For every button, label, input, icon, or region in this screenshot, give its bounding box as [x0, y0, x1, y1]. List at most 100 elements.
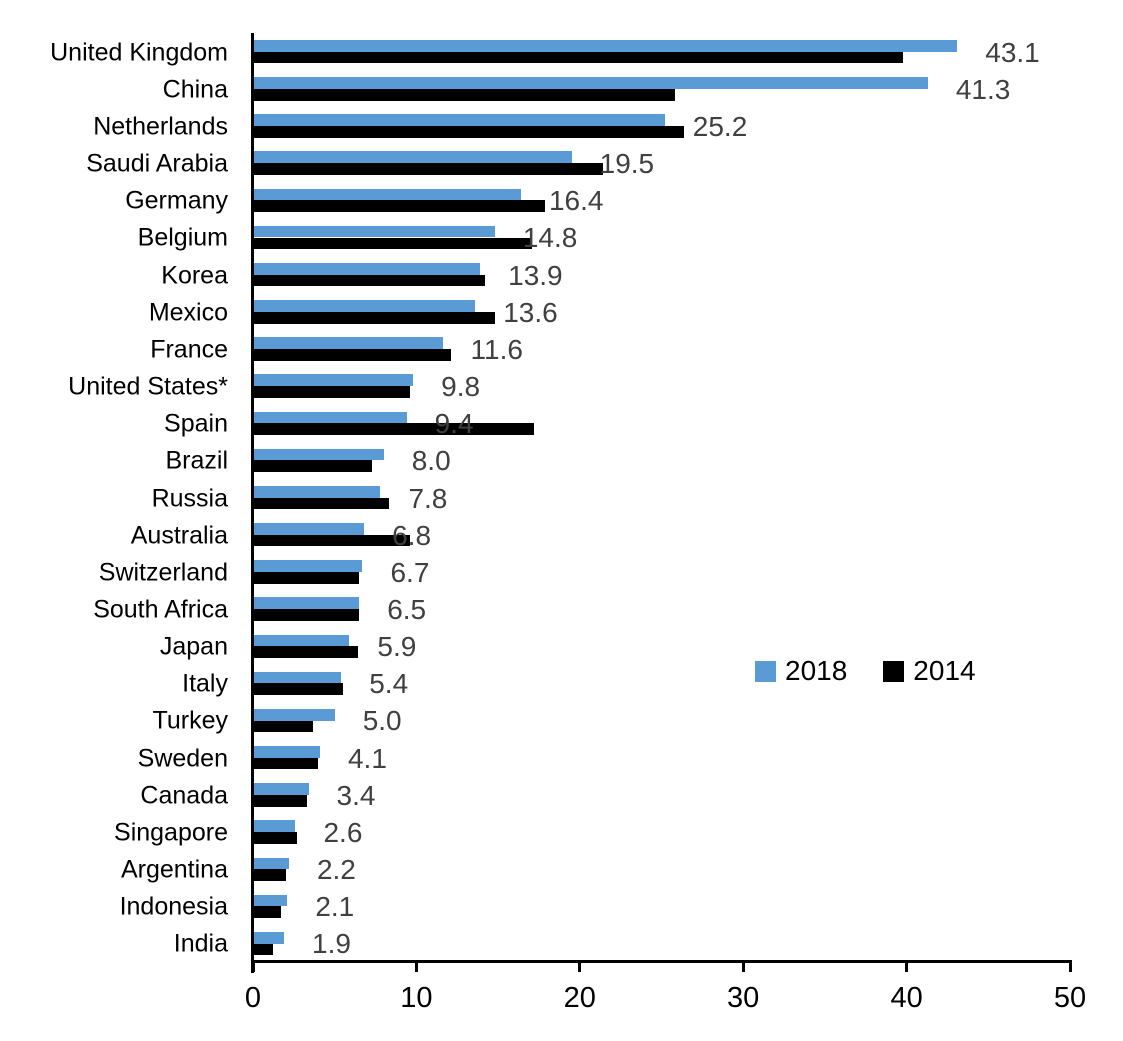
- category-label: Switzerland: [98, 558, 228, 587]
- bar-2018: [253, 114, 665, 126]
- bar-2014: [253, 534, 410, 547]
- category-label: Argentina: [120, 855, 228, 884]
- bar-2018: [253, 411, 407, 424]
- value-label: 13.9: [508, 259, 563, 291]
- bar-2014: [253, 348, 451, 361]
- x-axis-tick-label: 10: [400, 982, 433, 1014]
- value-label: 25.2: [692, 110, 748, 142]
- bar-2018: [253, 820, 296, 833]
- category-label: Turkey: [152, 706, 228, 735]
- bar-2018: [253, 894, 288, 907]
- bar-2014: [253, 571, 360, 584]
- bar-2014: [253, 423, 535, 435]
- category-label: Korea: [161, 261, 228, 290]
- category-label: South Africa: [93, 595, 228, 624]
- bar-2014: [253, 683, 343, 696]
- value-label: 5.9: [377, 631, 417, 663]
- bar-2014: [253, 237, 533, 250]
- bar-2014: [253, 943, 273, 956]
- bar-2018: [253, 151, 572, 164]
- bar-2014: [253, 609, 360, 621]
- bar-2014: [253, 720, 314, 733]
- x-axis-tick: [414, 961, 418, 972]
- bar-2014: [253, 646, 358, 658]
- bar-2014: [253, 88, 675, 101]
- legend-swatch-2018: [755, 660, 776, 682]
- category-label: France: [150, 335, 228, 364]
- bar-2018: [253, 634, 350, 647]
- value-label: 43.1: [985, 36, 1040, 68]
- bar-2018: [253, 300, 476, 312]
- category-label: Sweden: [137, 744, 228, 773]
- x-axis-tick-label: 0: [244, 982, 262, 1014]
- value-label: 6.7: [390, 556, 430, 588]
- bar-2018: [253, 746, 320, 758]
- bar-2018: [253, 448, 384, 461]
- legend-item-2014: 2014: [883, 655, 976, 687]
- bar-2014: [253, 794, 307, 807]
- bar-2014: [253, 311, 495, 324]
- value-label: 2.1: [315, 891, 355, 923]
- bar-2018: [253, 523, 365, 535]
- x-axis-tick-label: 20: [563, 982, 596, 1014]
- x-axis-tick: [905, 961, 909, 972]
- bar-2014: [253, 163, 603, 175]
- value-label: 3.4: [336, 779, 376, 811]
- legend-label-2018: 2018: [785, 655, 848, 686]
- y-axis-line: [251, 33, 254, 973]
- category-label: Indonesia: [119, 892, 228, 921]
- bar-2018: [253, 337, 443, 349]
- bar-2018: [253, 857, 289, 870]
- bar-2014: [253, 906, 281, 919]
- bar-2018: [253, 671, 342, 684]
- bar-2018: [253, 597, 360, 610]
- value-label: 5.4: [369, 668, 409, 700]
- value-label: 2.2: [316, 854, 356, 886]
- x-axis-tick: [741, 961, 745, 972]
- category-label: Netherlands: [93, 112, 228, 141]
- category-label: Saudi Arabia: [86, 149, 228, 178]
- value-label: 9.8: [441, 371, 481, 403]
- bar-2018: [253, 708, 335, 721]
- bar-2018: [253, 783, 309, 795]
- x-axis-line: [251, 960, 1072, 963]
- value-label: 13.6: [503, 296, 558, 328]
- bar-2018: [253, 225, 495, 238]
- bar-2018: [253, 262, 481, 275]
- bar-2018: [253, 77, 928, 89]
- category-label: China: [162, 75, 228, 104]
- value-label: 5.0: [362, 705, 402, 737]
- bar-2014: [253, 126, 685, 138]
- value-label: 1.9: [312, 928, 351, 960]
- category-label: Belgium: [137, 223, 228, 252]
- legend-item-2018: 2018: [755, 655, 847, 687]
- category-label: Russia: [151, 484, 228, 512]
- bar-2018: [253, 485, 381, 498]
- value-label: 8.0: [411, 445, 451, 477]
- value-label: 7.8: [408, 482, 448, 514]
- category-label: Canada: [140, 781, 228, 810]
- value-label: 2.6: [323, 816, 363, 848]
- legend-swatch-2014: [883, 660, 905, 682]
- category-label: Spain: [164, 409, 228, 438]
- x-axis-tick-label: 40: [890, 982, 923, 1014]
- category-label: Japan: [159, 632, 228, 661]
- bar-2018: [253, 560, 363, 572]
- value-label: 6.8: [392, 519, 432, 551]
- bar-2014: [253, 757, 319, 770]
- value-label: 4.1: [347, 742, 387, 774]
- bar-2014: [253, 51, 904, 64]
- value-label: 19.5: [599, 148, 655, 180]
- value-label: 41.3: [955, 73, 1011, 105]
- bar-2014: [253, 274, 486, 287]
- category-label: Mexico: [148, 298, 228, 327]
- bar-2014: [253, 832, 298, 844]
- x-axis-tick-label: 50: [1053, 982, 1087, 1014]
- bar-2018: [253, 188, 521, 201]
- bar-2014: [253, 497, 389, 510]
- value-label: 16.4: [548, 185, 604, 217]
- x-axis-tick: [1068, 961, 1072, 972]
- bar-2014: [253, 386, 410, 398]
- value-label: 6.5: [387, 593, 427, 625]
- category-label: Italy: [182, 669, 228, 698]
